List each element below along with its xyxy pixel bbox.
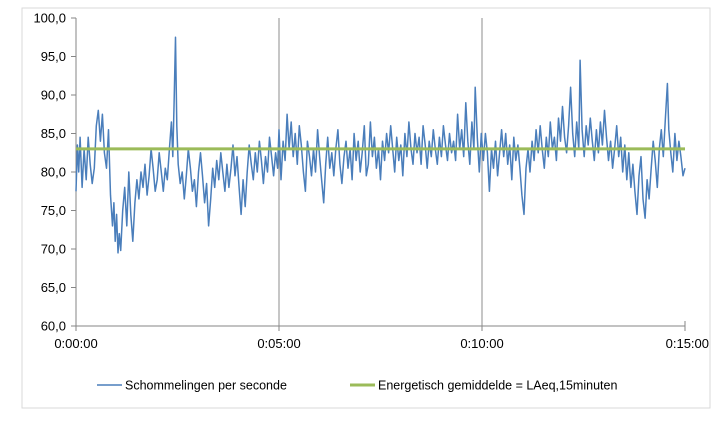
x-tick-label: 0:00:00: [54, 336, 97, 351]
y-tick-label: 75,0: [41, 203, 66, 218]
grid-layer: [278, 18, 483, 326]
y-tick-label: 80,0: [41, 165, 66, 180]
x-tick-label: 0:15:00: [666, 336, 709, 351]
series-layer: [75, 36, 686, 254]
y-tick-labels: 60,0 65,0 70,0 75,0 80,0 85,0 90,0 95,0 100,0: [33, 11, 66, 334]
y-tick-label: 90,0: [41, 88, 66, 103]
legend-label: Energetisch gemiddelde = LAeq,15minuten: [378, 379, 617, 393]
series-line-fluctuations: [75, 36, 686, 254]
x-tick-labels: 0:00:00 0:05:00 0:10:00 0:15:00: [54, 336, 709, 351]
y-tick-label: 65,0: [41, 280, 66, 295]
y-tick-label: 100,0: [33, 11, 66, 26]
chart-border: [21, 7, 711, 409]
x-tick-label: 0:10:00: [460, 336, 503, 351]
legend-label: Schommelingen per seconde: [125, 379, 287, 393]
x-tick-label: 0:05:00: [257, 336, 300, 351]
legend: Schommelingen per seconde Energetisch gem…: [97, 379, 617, 393]
y-tick-label: 60,0: [41, 319, 66, 334]
y-tick-label: 85,0: [41, 126, 66, 141]
y-tick-label: 95,0: [41, 49, 66, 64]
y-tick-label: 70,0: [41, 242, 66, 257]
